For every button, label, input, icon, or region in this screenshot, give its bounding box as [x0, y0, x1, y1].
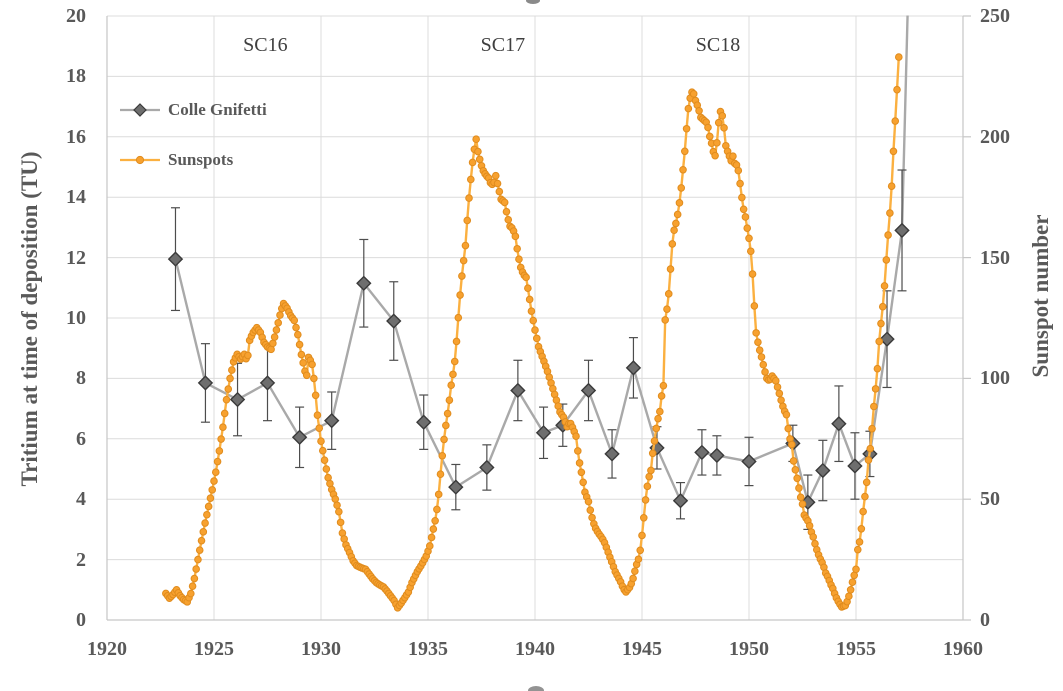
yltick-label: 18 — [66, 65, 86, 88]
yltick-label: 0 — [76, 609, 86, 631]
yrtick-label: 0 — [980, 609, 990, 631]
legend-label-colle-gnifetti: Colle Gnifetti — [168, 100, 267, 119]
cropped-text-fragment-bottom — [528, 686, 544, 691]
annotation-sc16: SC16 — [243, 34, 288, 56]
yrtick-label: 250 — [980, 5, 1010, 27]
yrtick-label: 150 — [980, 246, 1010, 269]
yltick-label: 16 — [66, 125, 86, 148]
xtick-label: 1955 — [836, 638, 876, 660]
xtick-label: 1945 — [622, 638, 662, 660]
yltick-label: 4 — [76, 488, 86, 511]
annotation-sc17: SC17 — [480, 34, 526, 56]
legend: Colle Gnifetti Sunspots — [118, 85, 267, 185]
legend-item-sunspots[interactable]: Sunspots — [118, 135, 267, 185]
xtick-label: 1940 — [515, 638, 555, 660]
legend-item-colle-gnifetti[interactable]: Colle Gnifetti — [118, 85, 267, 135]
yrtick-label: 50 — [980, 488, 1000, 511]
yltick-label: 10 — [66, 307, 86, 329]
yltick-label: 6 — [76, 427, 86, 450]
yltick-label: 2 — [76, 548, 86, 571]
xtick-label: 1950 — [729, 638, 769, 660]
xtick-label: 1930 — [301, 638, 341, 660]
diamond-marker-icon — [120, 103, 160, 117]
yrtick-label: 200 — [980, 125, 1010, 148]
legend-label-sunspots: Sunspots — [168, 150, 234, 169]
yltick-label: 8 — [76, 367, 86, 390]
xtick-label: 1925 — [194, 638, 234, 660]
xtick-label: 1935 — [408, 638, 448, 660]
circle-marker-icon — [120, 155, 160, 165]
cropped-text-fragment-top — [526, 0, 540, 4]
yrtick-label: 100 — [980, 367, 1010, 390]
xtick-label: 1920 — [87, 638, 127, 660]
yltick-label: 14 — [66, 186, 86, 209]
xtick-label: 1960 — [943, 638, 983, 660]
yltick-label: 20 — [66, 5, 86, 27]
annotation-sc18: SC18 — [695, 34, 741, 56]
yltick-label: 12 — [66, 246, 86, 269]
